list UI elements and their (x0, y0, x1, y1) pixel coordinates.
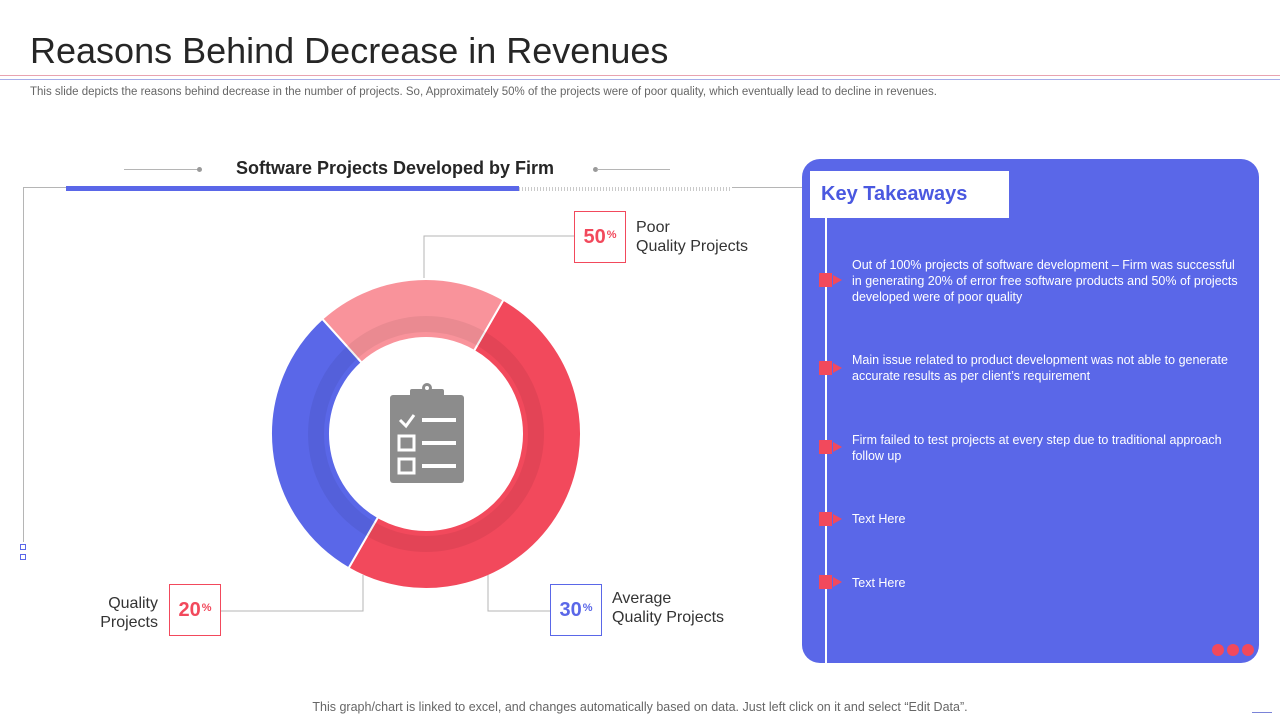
clipboard-checklist-icon (390, 383, 464, 483)
frame-corner-marker (20, 554, 26, 560)
bullet-marker (819, 575, 847, 589)
bullet-marker (819, 512, 847, 526)
decorative-dot (1227, 644, 1239, 656)
donut-chart (220, 235, 582, 612)
takeaway-item: Firm failed to test projects at every st… (852, 433, 1222, 463)
key-takeaways-title: Key Takeaways (810, 171, 1009, 218)
footer-note: This graph/chart is linked to excel, and… (312, 700, 968, 714)
donut-inner-ring (308, 316, 544, 552)
poor-quality-value: 50 (583, 225, 606, 248)
chart-title-right-line (597, 169, 670, 170)
frame-left-line (23, 187, 24, 542)
leader-line-quality (220, 575, 364, 612)
bullet-marker (819, 361, 847, 375)
decorative-dot (1242, 644, 1254, 656)
average-quality-label: Average Quality Projects (612, 589, 724, 627)
poor-quality-label: Poor Quality Projects (636, 218, 748, 256)
leader-line-average (487, 575, 550, 612)
quality-label-line2: Projects (100, 614, 158, 631)
chart-title-left-line (124, 169, 199, 170)
chart-title: Software Projects Developed by Firm (235, 158, 555, 178)
percent-sign: % (606, 229, 617, 241)
chart-title-right-dot (593, 167, 598, 172)
bullet-marker (819, 440, 847, 454)
takeaway-item: Main issue related to product developmen… (852, 353, 1228, 383)
percent-sign: % (582, 602, 593, 614)
poor-quality-value-box: 50% (574, 211, 626, 263)
chart-title-underline (66, 186, 519, 191)
average-quality-label-line1: Average (612, 590, 672, 607)
average-quality-value: 30 (559, 598, 582, 621)
corner-line (1252, 712, 1272, 713)
percent-sign: % (201, 602, 212, 614)
frame-connector-line (732, 187, 802, 188)
chart-title-dotted-underline (519, 187, 732, 191)
quality-label-line1: Quality (108, 595, 158, 612)
leader-line-poor (423, 235, 574, 278)
quality-value: 20 (178, 598, 201, 621)
bullet-marker (819, 273, 847, 287)
quality-label: Quality Projects (60, 594, 158, 632)
page-title: Reasons Behind Decrease in Revenues (30, 30, 669, 71)
takeaway-item: Out of 100% projects of software develop… (852, 258, 1238, 304)
decorative-dot (1212, 644, 1224, 656)
chart-title-left-dot (197, 167, 202, 172)
takeaway-item: Text Here (852, 512, 906, 526)
key-takeaways-panel (802, 159, 1259, 663)
poor-quality-label-line2: Quality Projects (636, 238, 749, 255)
title-divider-red (0, 75, 1280, 76)
page-subtitle: This slide depicts the reasons behind de… (30, 86, 937, 98)
takeaway-item: Text Here (852, 576, 906, 590)
average-quality-value-box: 30% (550, 584, 602, 636)
average-quality-label-line2: Quality Projects (612, 609, 725, 626)
title-divider-blue (0, 79, 1280, 80)
poor-quality-label-line1: Poor (636, 219, 670, 236)
quality-value-box: 20% (169, 584, 221, 636)
frame-top-line (24, 187, 66, 188)
frame-corner-marker (20, 544, 26, 550)
